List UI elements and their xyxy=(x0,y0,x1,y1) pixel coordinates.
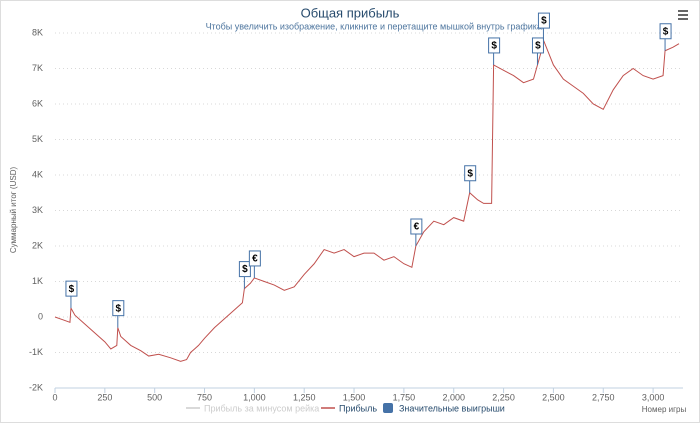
flag-label: € xyxy=(414,222,420,233)
flag: € xyxy=(410,218,423,246)
x-tick-label: 1,000 xyxy=(243,392,266,402)
flag: € xyxy=(248,250,261,278)
y-tick-label: 7K xyxy=(32,63,43,73)
y-tick-label: -1K xyxy=(29,347,43,357)
y-tick-label: 4K xyxy=(32,169,43,179)
x-tick-label: 1,750 xyxy=(393,392,416,402)
flag-label: $ xyxy=(491,41,497,52)
flag-label: $ xyxy=(663,26,669,37)
y-tick-label: 3K xyxy=(32,205,43,215)
flag-box xyxy=(248,250,261,267)
y-tick-label: 2K xyxy=(32,240,43,250)
legend-item[interactable]: Прибыль xyxy=(321,403,377,413)
x-axis-label: Номер игры xyxy=(642,405,687,414)
flag-label: $ xyxy=(242,264,248,275)
x-tick-label: 1,500 xyxy=(343,392,366,402)
x-tick-label: 2,250 xyxy=(492,392,515,402)
flag-label: € xyxy=(252,254,258,265)
y-tick-label: 5K xyxy=(32,134,43,144)
legend-item[interactable]: Значительные выигрыши xyxy=(383,403,505,413)
flag: $ xyxy=(65,280,78,309)
flag-label: $ xyxy=(69,284,75,295)
x-tick-label: 250 xyxy=(97,392,112,402)
flag: $ xyxy=(537,12,550,41)
x-tick-label: 500 xyxy=(147,392,162,402)
flag: $ xyxy=(112,300,125,328)
x-tick-label: 3,000 xyxy=(642,392,665,402)
x-tick-label: 0 xyxy=(52,392,57,402)
flag-box xyxy=(531,37,544,54)
flag: $ xyxy=(659,23,672,51)
y-tick-label: 6K xyxy=(32,98,43,108)
x-tick-label: 750 xyxy=(197,392,212,402)
y-tick-label: 1K xyxy=(32,276,43,286)
flag: $ xyxy=(488,37,501,65)
profit-line xyxy=(54,38,680,362)
legend-label: Прибыль xyxy=(339,403,377,413)
legend-item[interactable]: Прибыль за минусом рейка xyxy=(186,403,319,413)
chart-subtitle: Чтобы увеличить изображение, кликните и … xyxy=(206,21,545,31)
flag-label: $ xyxy=(467,168,473,179)
flag-box xyxy=(410,218,423,235)
flag-box xyxy=(537,12,550,29)
chart-title: Общая прибыль xyxy=(301,5,400,20)
legend-label: Прибыль за минусом рейка xyxy=(204,403,319,413)
flag-box xyxy=(238,261,251,278)
x-tick-label: 2,500 xyxy=(542,392,565,402)
flag-label: $ xyxy=(116,303,122,314)
y-axis-label: Суммарный итог (USD) xyxy=(9,167,18,254)
flag-box xyxy=(112,300,125,317)
x-tick-label: 2,750 xyxy=(592,392,615,402)
flag-box xyxy=(464,165,477,182)
y-tick-label: -2K xyxy=(29,382,43,392)
flag-box xyxy=(488,37,501,54)
flag: $ xyxy=(464,165,477,193)
x-tick-label: 2,000 xyxy=(442,392,465,402)
x-tick-label: 1,250 xyxy=(293,392,316,402)
flag-label: $ xyxy=(541,16,547,27)
y-tick-label: 0 xyxy=(38,311,43,321)
flag-box xyxy=(65,280,78,297)
flag-label: $ xyxy=(535,41,541,52)
y-tick-label: 8K xyxy=(32,27,43,37)
menu-button[interactable] xyxy=(676,8,690,22)
legend-label: Значительные выигрыши xyxy=(399,403,505,413)
flag: $ xyxy=(531,37,544,65)
flag-box xyxy=(659,23,672,40)
flag: $ xyxy=(238,261,251,289)
legend-symbol xyxy=(383,403,393,413)
